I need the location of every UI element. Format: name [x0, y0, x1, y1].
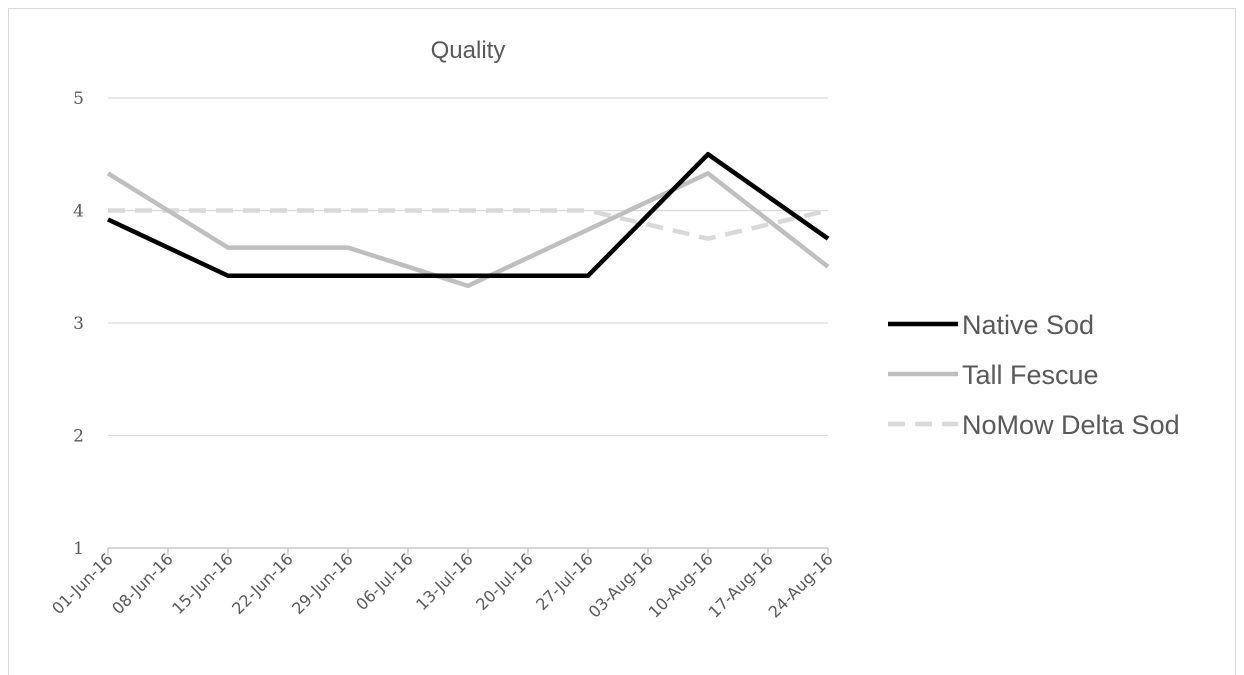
x-tick-label: 20-Jul-16 [472, 549, 537, 614]
x-tick-label: 01-Jun-16 [48, 549, 117, 618]
series-layer [106, 152, 830, 289]
legend-label: NoMow Delta Sod [962, 410, 1180, 440]
x-tick-label: 24-Aug-16 [765, 549, 837, 621]
legend-label: Native Sod [962, 310, 1094, 340]
series-line-tall-fescue [106, 171, 830, 289]
series-line-nomow-delta-sod [108, 208, 829, 241]
y-tick-label: 1 [73, 539, 84, 559]
legend-label: Tall Fescue [962, 360, 1099, 390]
x-tick-label: 06-Jul-16 [352, 549, 417, 614]
gridlines [108, 97, 828, 437]
x-tick-label: 08-Jun-16 [108, 549, 177, 618]
x-tick-label: 15-Jun-16 [168, 549, 237, 618]
series-line-native-sod [107, 152, 830, 278]
x-tick-label: 22-Jun-16 [228, 549, 297, 618]
chart-title: Quality [431, 37, 506, 64]
y-tick-label: 2 [73, 427, 84, 447]
x-tick-label: 13-Jul-16 [412, 549, 477, 614]
x-tick-label: 29-Jun-16 [288, 549, 357, 618]
chart-area [8, 8, 1236, 675]
y-tick-label: 3 [73, 314, 84, 334]
y-tick-label: 5 [73, 89, 84, 109]
x-axis: 01-Jun-1608-Jun-1615-Jun-1622-Jun-1629-J… [48, 547, 837, 622]
legend: Native Sod Tall Fescue NoMow Delta Sod [888, 310, 1180, 440]
y-tick-label: 4 [73, 202, 84, 222]
y-axis: 1 2 3 4 5 [73, 89, 84, 559]
